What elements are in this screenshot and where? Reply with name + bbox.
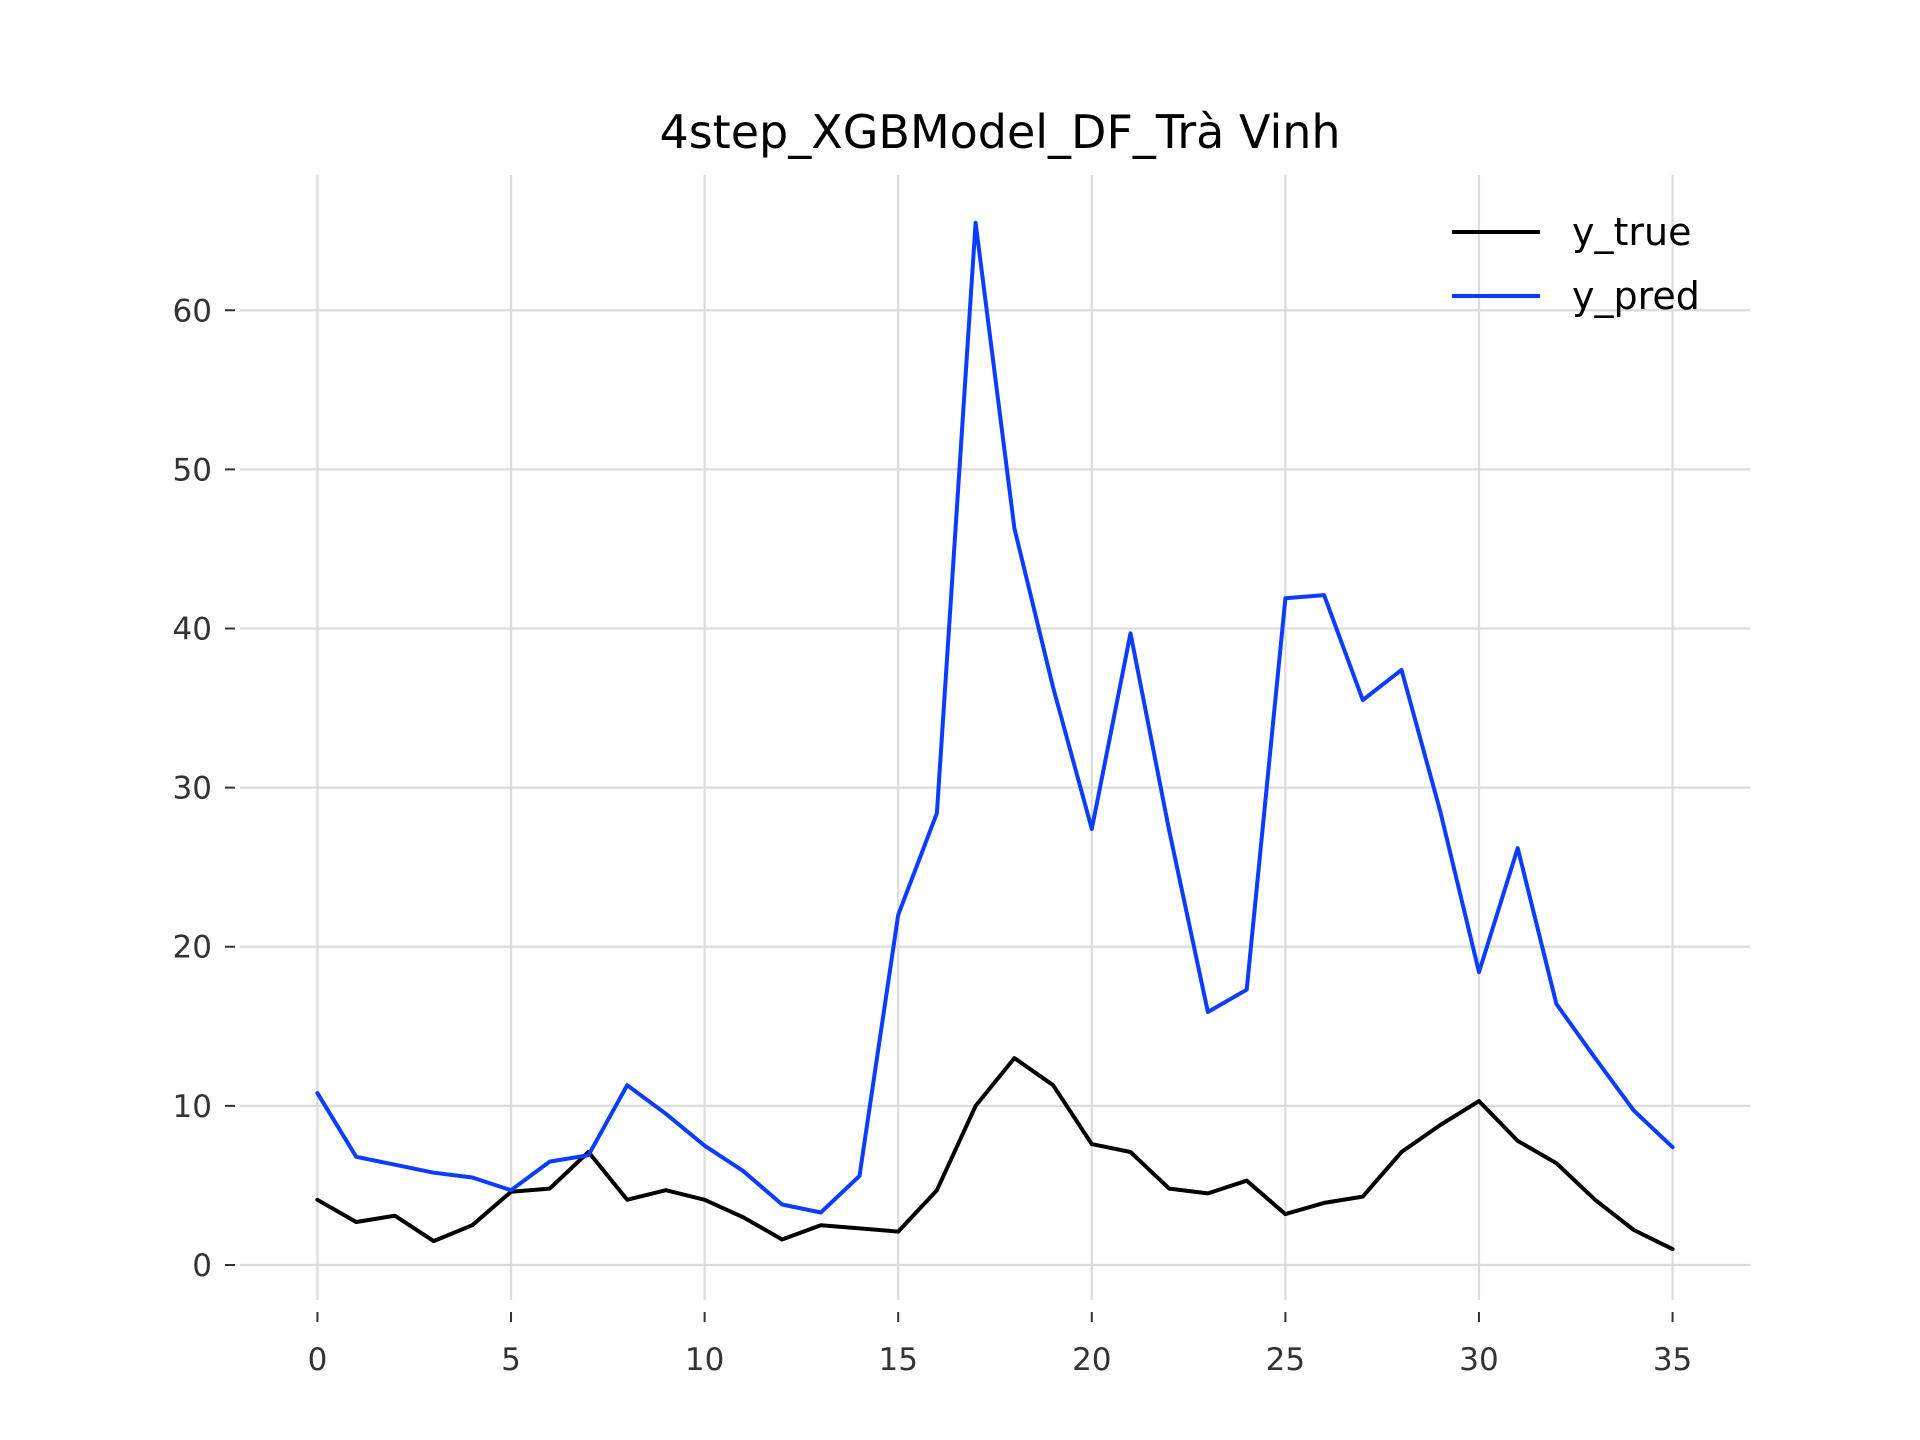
legend: y_true y_pred [1452, 210, 1700, 318]
x-tick-label: 0 [308, 1342, 328, 1378]
axis-ticks: 0 5 10 15 20 25 30 35 0 10 20 30 40 50 60 [173, 293, 1693, 1378]
x-tick-label: 10 [685, 1342, 724, 1378]
legend-label-y-true: y_true [1572, 210, 1691, 254]
x-tick-label: 20 [1072, 1342, 1111, 1378]
y-tick-label: 20 [173, 930, 212, 966]
legend-label-y-pred: y_pred [1572, 274, 1700, 318]
grid [240, 175, 1750, 1300]
x-tick-label: 25 [1266, 1342, 1305, 1378]
y-tick-label: 50 [173, 452, 212, 488]
series-line-y-true [315, 1056, 1675, 1252]
series-lines [315, 220, 1675, 1252]
y-tick-label: 30 [173, 771, 212, 807]
y-tick-label: 10 [173, 1089, 212, 1125]
chart-title: 4step_XGBModel_DF_Trà Vinh [659, 105, 1340, 159]
x-tick-label: 5 [501, 1342, 521, 1378]
y-tick-label: 60 [173, 293, 212, 329]
x-tick-label: 30 [1459, 1342, 1498, 1378]
series-line-y-pred [315, 220, 1675, 1215]
y-tick-label: 40 [173, 612, 212, 648]
x-tick-label: 35 [1653, 1342, 1692, 1378]
x-tick-label: 15 [878, 1342, 917, 1378]
y-tick-label: 0 [192, 1248, 212, 1284]
